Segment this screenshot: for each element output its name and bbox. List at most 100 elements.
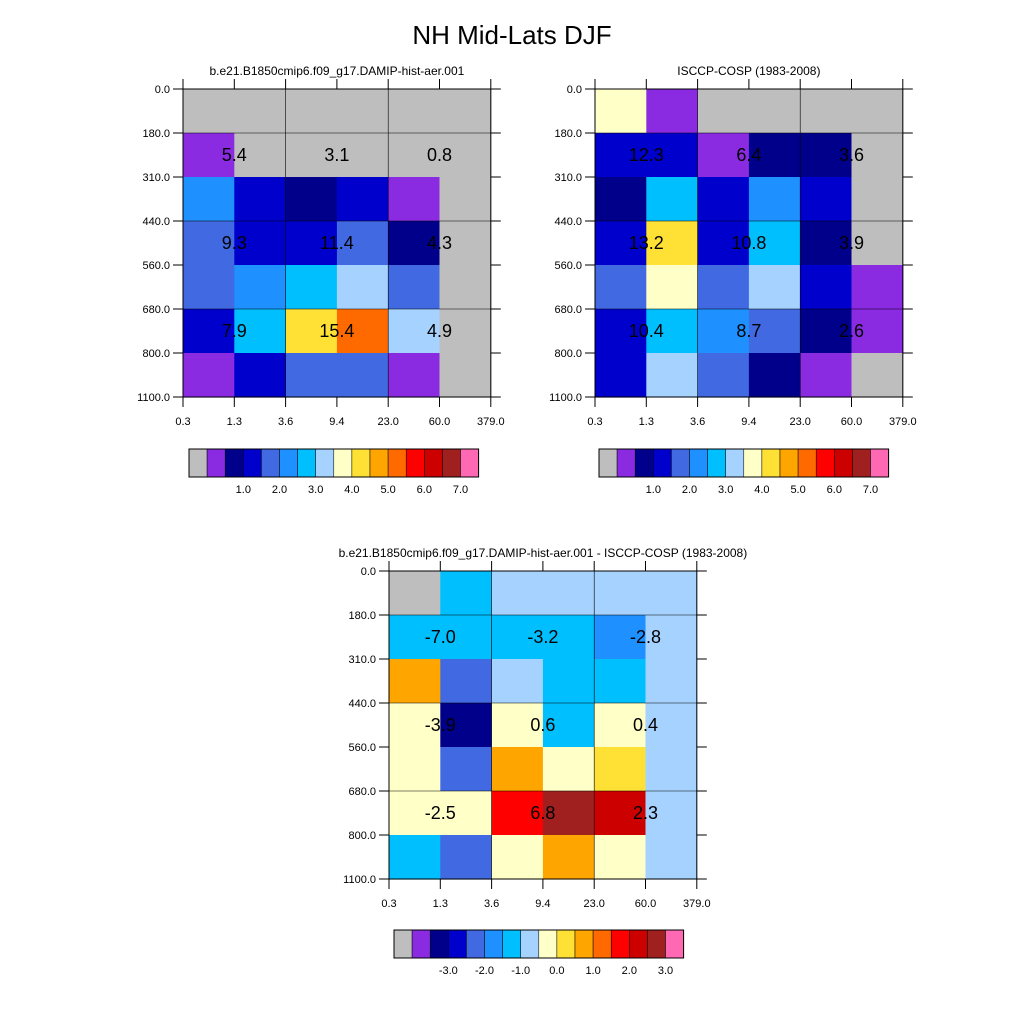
y-tick-label: 180.0 — [554, 128, 582, 140]
heatmap-cell — [748, 133, 801, 178]
colorbar-swatch — [387, 448, 407, 478]
heatmap-cell — [336, 177, 389, 222]
cell-value-label: 3.1 — [324, 145, 349, 165]
panel-title: b.e21.B1850cmip6.f09_g17.DAMIP-hist-aer.… — [209, 64, 464, 78]
colorbar-swatch — [725, 448, 745, 478]
colorbar-swatch — [261, 448, 280, 478]
heatmap-cell — [439, 309, 492, 354]
heatmap-cell — [439, 177, 492, 222]
heatmap-cell — [542, 835, 595, 880]
colorbar-swatch — [689, 448, 708, 478]
x-tick-label: 9.4 — [535, 898, 550, 910]
heatmap-cell — [389, 703, 441, 748]
heatmap-cell — [234, 89, 287, 134]
heatmap-cell — [697, 309, 750, 354]
heatmap-cell — [748, 265, 801, 310]
colorbar-frame — [393, 929, 685, 959]
heatmap-cell — [594, 791, 647, 836]
heatmap-cell — [851, 89, 904, 134]
heatmap-cell — [440, 791, 493, 836]
heatmap-cell — [440, 659, 493, 704]
heatmap-cell — [851, 177, 904, 222]
heatmap-cell — [800, 177, 853, 222]
x-tick-label: 3.6 — [690, 416, 705, 428]
heatmap-cell — [645, 703, 698, 748]
heatmap-cell — [389, 835, 441, 880]
colorbar-label: 4.0 — [754, 484, 769, 496]
heatmap-cell — [336, 353, 389, 398]
colorbar-label: -3.0 — [439, 965, 458, 977]
colorbar-swatch — [411, 929, 431, 959]
heatmap-cell — [800, 265, 853, 310]
x-tick-label: 60.0 — [635, 898, 656, 910]
heatmap-cell — [183, 353, 235, 398]
colorbar-label: 7.0 — [863, 484, 878, 496]
colorbar-label: -2.0 — [475, 965, 494, 977]
heatmap-cell — [748, 353, 801, 398]
heatmap-cell — [595, 221, 647, 266]
colorbar-label: 4.0 — [344, 484, 359, 496]
y-tick-label: 800.0 — [142, 348, 170, 360]
cell-value-label: 0.4 — [633, 715, 658, 735]
heatmap-cell — [234, 353, 287, 398]
heatmap-cell — [285, 177, 338, 222]
x-tick-label: 23.0 — [377, 416, 398, 428]
colorbar-swatch — [224, 448, 244, 478]
heatmap-cell — [389, 747, 441, 792]
heatmap-cell — [491, 659, 544, 704]
heatmap-cell — [595, 309, 647, 354]
x-tick-label: 379.0 — [477, 416, 505, 428]
y-tick-label: 1100.0 — [549, 392, 582, 404]
heatmap-cell — [595, 133, 647, 178]
heatmap-cell — [388, 353, 441, 398]
heatmap-cell — [646, 309, 699, 354]
heatmap-cell — [183, 89, 235, 134]
y-tick-label: 0.0 — [361, 566, 376, 578]
heatmap-cell — [800, 309, 853, 354]
heatmap-cell — [388, 89, 441, 134]
heatmap-cell — [388, 265, 441, 310]
y-tick-label: 0.0 — [155, 84, 170, 96]
cell-value-label: 12.3 — [629, 145, 664, 165]
y-tick-label: 1100.0 — [343, 874, 376, 886]
heatmap-cell — [389, 571, 441, 616]
heatmap-cell — [336, 221, 389, 266]
heatmap-cell — [285, 353, 338, 398]
colorbar-label: 2.0 — [682, 484, 697, 496]
colorbar-swatch — [634, 448, 654, 478]
heatmap-cell — [594, 747, 647, 792]
colorbar-label: 2.0 — [272, 484, 287, 496]
colorbar-swatch — [460, 448, 479, 478]
cell-value-label: 9.3 — [222, 233, 247, 253]
heatmap-cell — [646, 133, 699, 178]
colorbar-swatch — [592, 929, 612, 959]
colorbar-label: 6.0 — [417, 484, 432, 496]
heatmap-cell — [697, 133, 750, 178]
colorbar-swatch — [616, 448, 636, 478]
cell-value-label: 3.9 — [839, 233, 864, 253]
panel-2: ISCCP-COSP (1983-2008) 0.0 180.0 310.0 440.0… — [549, 64, 916, 496]
cell-value-label: 13.2 — [629, 233, 664, 253]
y-tick-label: 800.0 — [348, 830, 376, 842]
x-tick-label: 3.6 — [278, 416, 293, 428]
cell-value-label: 3.6 — [839, 145, 864, 165]
colorbar-label: 1.0 — [236, 484, 251, 496]
heatmap-cell — [594, 659, 647, 704]
heatmap-cell — [440, 571, 493, 616]
heatmap-cell — [645, 615, 698, 660]
heatmap-cell — [542, 571, 595, 616]
colorbar-swatch — [520, 929, 540, 959]
heatmap-cell — [183, 265, 235, 310]
cell-value-label: 11.4 — [320, 233, 354, 253]
heatmap-cell — [646, 89, 699, 134]
heatmap-cell — [285, 89, 338, 134]
heatmap-cell — [285, 265, 338, 310]
heatmap-cell — [697, 221, 750, 266]
colorbar-swatch — [448, 929, 467, 959]
heatmap-cell — [594, 835, 647, 880]
heatmap-cell — [285, 309, 338, 354]
cell-value-label: -3.2 — [527, 627, 558, 647]
x-tick-label: 0.3 — [175, 416, 190, 428]
y-tick-label: 440.0 — [554, 216, 582, 228]
heatmap-cell — [542, 747, 595, 792]
